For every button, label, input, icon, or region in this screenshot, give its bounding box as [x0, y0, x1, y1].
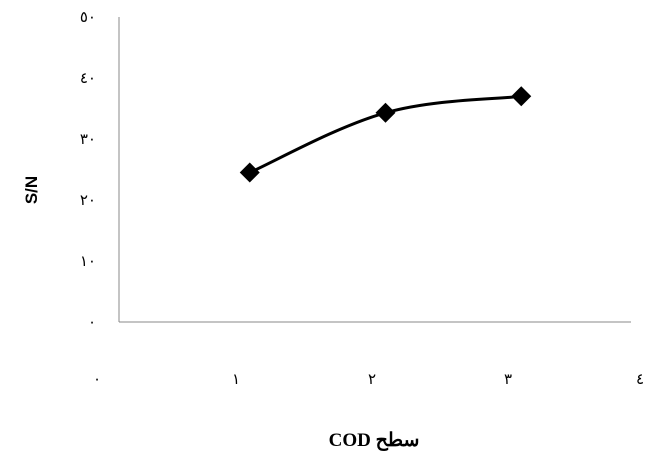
y-tick-label: ٣٠ — [80, 130, 96, 148]
data-point-marker — [375, 102, 396, 123]
x-axis-title: سطح COD — [329, 430, 420, 451]
y-axis-title: S/N — [22, 176, 41, 204]
x-tick-label: ٠ — [93, 370, 101, 388]
x-tick-label: ١ — [232, 370, 240, 388]
y-tick-label: ٢٠ — [80, 191, 96, 209]
x-tick-label: ٢ — [368, 370, 376, 388]
y-tick-label: ٠ — [88, 313, 96, 331]
x-tick-label: ٤ — [636, 370, 644, 388]
y-tick-label: ١٠ — [80, 252, 96, 270]
y-tick-labels: ٠ ١٠ ٢٠ ٣٠ ٤٠ ٥٠ — [80, 8, 96, 331]
y-tick-label: ٤٠ — [80, 69, 96, 87]
x-tick-labels: ٠ ١ ٢ ٣ ٤ — [93, 370, 644, 388]
y-tick-label: ٥٠ — [80, 8, 96, 26]
series-group — [239, 86, 532, 183]
x-tick-label: ٣ — [504, 370, 512, 388]
data-point-marker — [511, 86, 532, 107]
data-point-marker — [239, 162, 260, 183]
